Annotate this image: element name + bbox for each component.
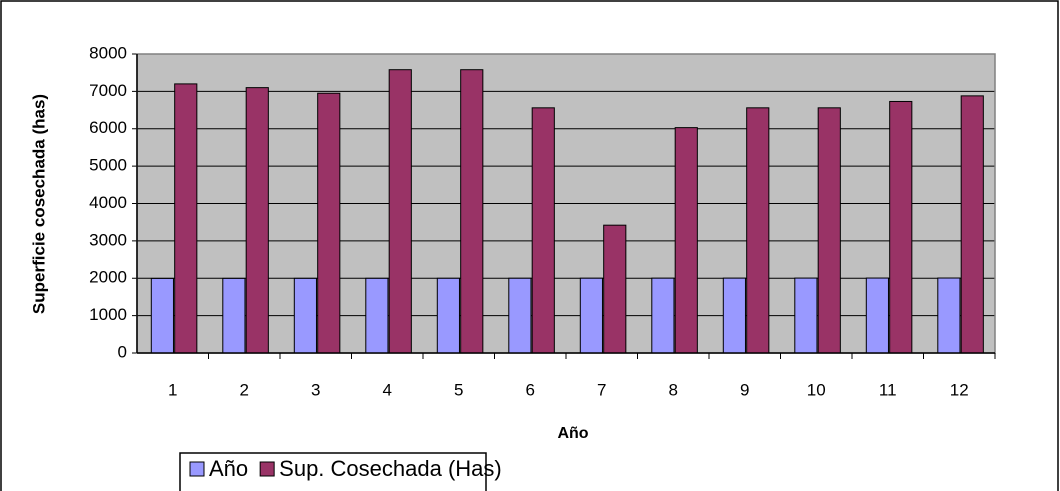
x-axis-label: Año: [557, 425, 588, 442]
x-tick-label: 4: [383, 380, 392, 399]
y-tick-label: 5000: [89, 156, 127, 175]
legend-swatch: [189, 461, 205, 477]
bar: [508, 277, 532, 354]
bar: [460, 69, 484, 354]
bar: [865, 277, 889, 354]
x-tick-label: 6: [526, 380, 535, 399]
legend-label: Sup. Cosechada (Has): [279, 456, 502, 481]
bar: [579, 277, 603, 354]
y-tick-label: 1000: [89, 305, 127, 324]
x-tick-label: 10: [807, 380, 826, 399]
bar: [150, 277, 174, 354]
bar: [817, 107, 841, 354]
x-tick-label: 2: [240, 380, 249, 399]
y-tick-label: 8000: [89, 43, 127, 62]
bar: [960, 95, 984, 354]
bar: [794, 277, 818, 354]
y-tick-label: 6000: [89, 118, 127, 137]
y-tick-label: 4000: [89, 193, 127, 212]
y-tick-label: 3000: [89, 230, 127, 249]
bar: [174, 83, 198, 354]
bar: [937, 277, 961, 354]
x-tick-label: 9: [740, 380, 749, 399]
bar: [293, 277, 317, 354]
bar: [603, 224, 627, 354]
bar: [245, 87, 269, 354]
y-tick-label: 0: [118, 342, 127, 361]
bar: [722, 277, 746, 354]
bar: [531, 107, 555, 354]
bar: [365, 277, 389, 354]
legend-label: Año: [209, 456, 248, 481]
y-tick-label: 7000: [89, 81, 127, 100]
bar: [746, 107, 770, 354]
bar: [889, 100, 913, 354]
bar: [674, 127, 698, 354]
legend-box: [179, 452, 487, 491]
bar: [317, 92, 341, 354]
bar: [436, 277, 460, 354]
x-tick-label: 11: [879, 380, 897, 399]
x-tick-label: 7: [597, 380, 606, 399]
bar: [222, 277, 246, 354]
legend-swatch: [259, 461, 275, 477]
x-tick-label: 12: [950, 380, 969, 399]
bar: [651, 277, 675, 354]
y-tick-label: 2000: [89, 268, 127, 287]
x-tick-label: 1: [168, 380, 177, 399]
bar: [388, 69, 412, 354]
x-tick-label: 5: [454, 380, 463, 399]
x-tick-label: 8: [669, 380, 678, 399]
y-axis-label: Superficie cosechada (has): [29, 94, 48, 314]
x-tick-label: 3: [311, 380, 320, 399]
